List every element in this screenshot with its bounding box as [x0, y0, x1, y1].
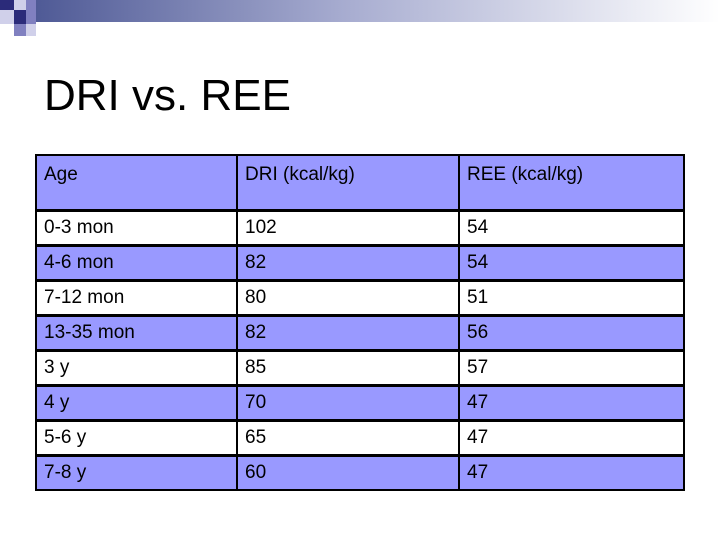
table-row: 4 y 70 47 [35, 383, 685, 421]
table-row: 13-35 mon 82 56 [35, 313, 685, 351]
table-row: 0-3 mon 102 54 [35, 208, 685, 246]
cell-dri: 80 [236, 278, 460, 316]
cell-ree: 47 [458, 383, 685, 421]
cell-ree: 47 [458, 453, 685, 491]
cell-ree: 47 [458, 418, 685, 456]
cell-dri: 70 [236, 383, 460, 421]
cell-age: 5-6 y [35, 418, 238, 456]
column-header-age: Age [35, 154, 238, 211]
table-row: 3 y 85 57 [35, 348, 685, 386]
cell-dri: 60 [236, 453, 460, 491]
table-header-row: Age DRI (kcal/kg) REE (kcal/kg) [35, 154, 685, 211]
cell-ree: 54 [458, 243, 685, 281]
cell-age: 4 y [35, 383, 238, 421]
cell-age: 0-3 mon [35, 208, 238, 246]
dri-ree-table: Age DRI (kcal/kg) REE (kcal/kg) 0-3 mon 1… [35, 154, 685, 491]
cell-ree: 54 [458, 208, 685, 246]
cell-age: 7-8 y [35, 453, 238, 491]
table-row: 4-6 mon 82 54 [35, 243, 685, 281]
cell-dri: 65 [236, 418, 460, 456]
cell-age: 13-35 mon [35, 313, 238, 351]
column-header-dri: DRI (kcal/kg) [236, 154, 460, 211]
cell-ree: 57 [458, 348, 685, 386]
cell-dri: 102 [236, 208, 460, 246]
column-header-ree: REE (kcal/kg) [458, 154, 685, 211]
table-row: 7-12 mon 80 51 [35, 278, 685, 316]
cell-age: 7-12 mon [35, 278, 238, 316]
cell-age: 3 y [35, 348, 238, 386]
slide-title: DRI vs. REE [44, 71, 291, 120]
cell-ree: 51 [458, 278, 685, 316]
cell-dri: 85 [236, 348, 460, 386]
table-row: 5-6 y 65 47 [35, 418, 685, 456]
cell-ree: 56 [458, 313, 685, 351]
cell-dri: 82 [236, 313, 460, 351]
cell-dri: 82 [236, 243, 460, 281]
decorative-title-bar [0, 0, 720, 36]
decorative-squares-graphic [0, 0, 720, 36]
table-row: 7-8 y 60 47 [35, 453, 685, 491]
cell-age: 4-6 mon [35, 243, 238, 281]
